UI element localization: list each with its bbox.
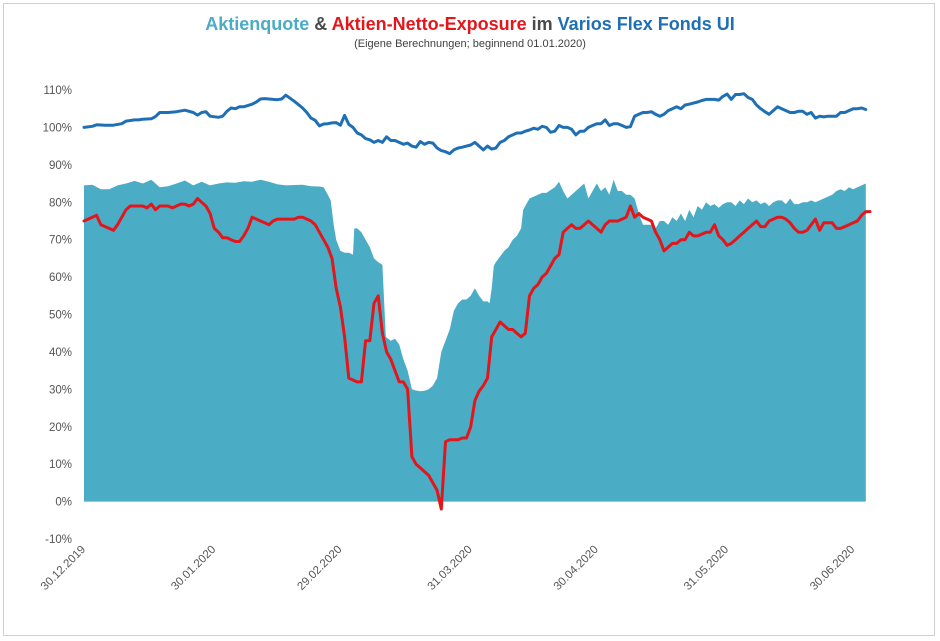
chart-title: Aktienquote & Aktien-Netto-Exposure im V…	[0, 14, 940, 35]
x-tick-label: 31.05.2020	[682, 544, 731, 593]
y-tick-label: 50%	[49, 310, 72, 322]
y-tick-label: 100%	[43, 122, 72, 134]
x-tick-label: 31.03.2020	[426, 544, 475, 593]
y-tick-label: 0%	[55, 497, 72, 509]
y-tick-label: 80%	[49, 197, 72, 209]
x-tick-label: 30.04.2020	[552, 544, 601, 593]
series-line-netto-exposure	[82, 197, 872, 511]
chart-frame	[3, 3, 935, 636]
x-tick-label: 30.01.2020	[169, 544, 218, 593]
title-part-im: im	[526, 14, 558, 34]
y-tick-label: 10%	[49, 459, 72, 471]
y-tick-label: 40%	[49, 347, 72, 359]
y-tick-label: -10%	[45, 534, 72, 546]
y-tick-label: 70%	[49, 235, 72, 247]
title-part-ampersand: &	[309, 14, 332, 34]
series-line-fund	[82, 92, 868, 156]
title-part-aktienquote: Aktienquote	[205, 14, 310, 34]
y-tick-label: 90%	[49, 160, 72, 172]
y-tick-label: 60%	[49, 272, 72, 284]
x-tick-label: 30.12.2019	[39, 544, 88, 593]
title-part-fund-name: Varios Flex Fonds UI	[557, 14, 735, 34]
x-tick-label: 29.02.2020	[295, 544, 344, 593]
x-tick-label: 30.06.2020	[808, 544, 857, 593]
title-part-netto-exposure: Aktien-Netto-Exposure	[331, 14, 527, 34]
series-area-aktienquote	[84, 179, 866, 502]
chart-subtitle: (Eigene Berechnungen; beginnend 01.01.20…	[354, 38, 586, 50]
y-tick-label: 110%	[43, 85, 72, 97]
y-tick-label: 20%	[49, 422, 72, 434]
y-tick-label: 30%	[49, 384, 72, 396]
